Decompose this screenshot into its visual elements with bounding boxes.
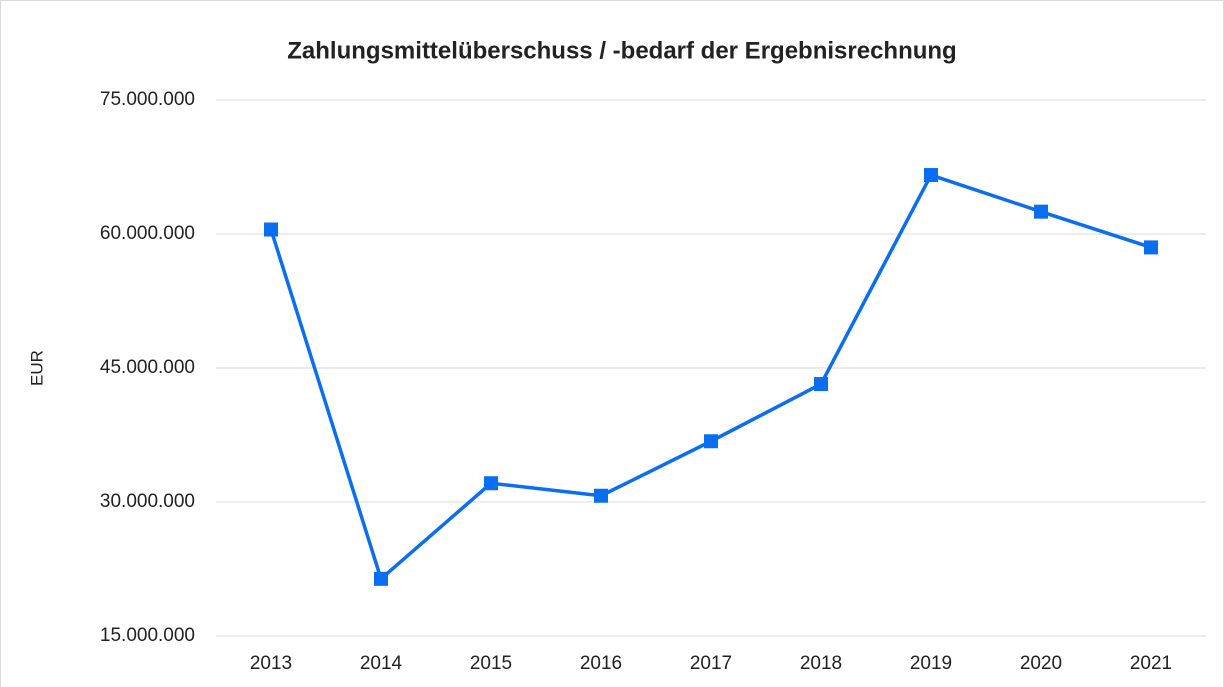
- y-tick-label: 45.000.000: [100, 357, 195, 378]
- marker: [264, 222, 278, 237]
- x-tick-label: 2019: [910, 653, 952, 674]
- x-tick-label: 2017: [690, 653, 732, 674]
- x-tick-label: 2020: [1020, 653, 1062, 674]
- chart-title: Zahlungsmittelüberschuss / -bedarf der E…: [287, 37, 956, 64]
- y-tick-label: 30.000.000: [100, 491, 195, 512]
- marker: [924, 168, 938, 183]
- marker: [594, 488, 608, 503]
- y-tick-label: 15.000.000: [100, 625, 195, 646]
- marker: [704, 434, 718, 449]
- marker: [374, 571, 388, 586]
- x-tick-label: 2016: [580, 653, 622, 674]
- y-axis-label: EUR: [27, 350, 46, 386]
- marker: [1034, 204, 1048, 219]
- x-tick-label: 2014: [360, 653, 403, 674]
- x-tick-label: 2018: [800, 653, 842, 674]
- y-tick-label: 60.000.000: [100, 223, 195, 244]
- x-tick-label: 2015: [470, 653, 512, 674]
- marker: [484, 476, 498, 491]
- marker: [814, 377, 828, 392]
- marker: [1144, 240, 1158, 255]
- x-tick-label: 2013: [250, 653, 292, 674]
- y-tick-label: 75.000.000: [100, 89, 195, 110]
- x-tick-label: 2021: [1130, 653, 1172, 674]
